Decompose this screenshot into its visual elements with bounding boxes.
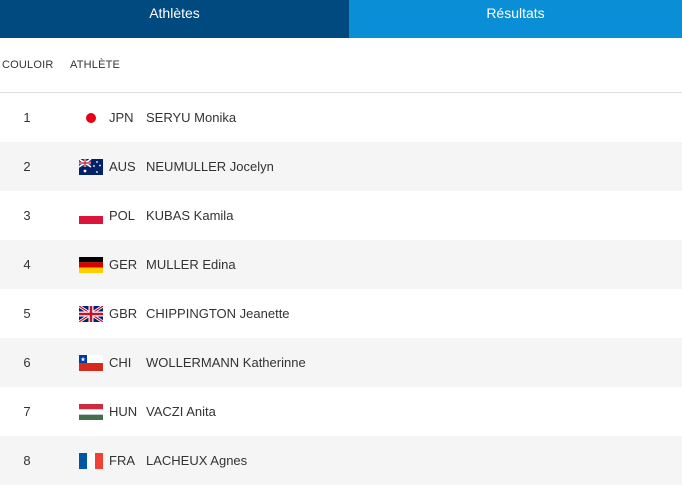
athlete-name[interactable]: WOLLERMANN Katherinne [146, 355, 306, 370]
country-code: POL [109, 208, 136, 223]
start-list-table: COULOIR ATHLÈTE 1 JPN SERYU Monika 2 [0, 38, 682, 485]
table-header: COULOIR ATHLÈTE [0, 38, 682, 93]
pol-flag-icon [79, 207, 103, 224]
tab-results[interactable]: Résultats [349, 0, 682, 38]
lane-number: 4 [23, 257, 31, 272]
table-row: 3 POL KUBAS Kamila [0, 191, 682, 240]
column-header-lane: COULOIR [2, 59, 54, 71]
country-code: JPN [109, 110, 134, 125]
athlete-name[interactable]: SERYU Monika [146, 110, 237, 125]
athlete-name[interactable]: MULLER Edina [146, 257, 236, 272]
hun-flag-icon [79, 403, 103, 420]
athlete-name[interactable]: CHIPPINGTON Jeanette [146, 306, 290, 321]
athlete-name[interactable]: LACHEUX Agnes [146, 453, 248, 468]
jpn-flag-icon [79, 109, 103, 126]
lane-number: 6 [23, 355, 31, 370]
aus-flag-icon [79, 158, 103, 175]
country-code: AUS [109, 159, 136, 174]
lane-number: 5 [23, 306, 31, 321]
fra-flag-icon [79, 452, 103, 469]
lane-number: 3 [23, 208, 31, 223]
table-row: 8 FRA LACHEUX Agnes [0, 436, 682, 485]
chi-flag-icon [79, 354, 103, 371]
tab-athletes[interactable]: Athlètes [0, 0, 349, 38]
lane-number: 8 [23, 453, 31, 468]
table-row: 5 GBR CHIPPINGTON Jeanette [0, 289, 682, 338]
lane-number: 1 [23, 110, 31, 125]
country-code: GBR [109, 306, 138, 321]
country-code: GER [109, 257, 138, 272]
table-row: 1 JPN SERYU Monika [0, 93, 682, 142]
athlete-name[interactable]: VACZI Anita [146, 404, 216, 419]
country-code: FRA [109, 453, 135, 468]
table-row: 7 HUN VACZI Anita [0, 387, 682, 436]
gbr-flag-icon [79, 305, 103, 322]
tab-bar: Athlètes Résultats [0, 0, 682, 38]
lane-number: 7 [23, 404, 31, 419]
table-row: 2 AUS NEUMULLER Jocelyn [0, 142, 682, 191]
country-code: HUN [109, 404, 138, 419]
table-row: 6 CHI WOLLERMANN Katherinne [0, 338, 682, 387]
ger-flag-icon [79, 256, 103, 273]
country-code: CHI [109, 355, 132, 370]
lane-number: 2 [23, 159, 31, 174]
table-row: 4 GER MULLER Edina [0, 240, 682, 289]
column-header-athlete: ATHLÈTE [70, 59, 121, 71]
athlete-name[interactable]: NEUMULLER Jocelyn [146, 159, 274, 174]
athlete-name[interactable]: KUBAS Kamila [146, 208, 234, 223]
